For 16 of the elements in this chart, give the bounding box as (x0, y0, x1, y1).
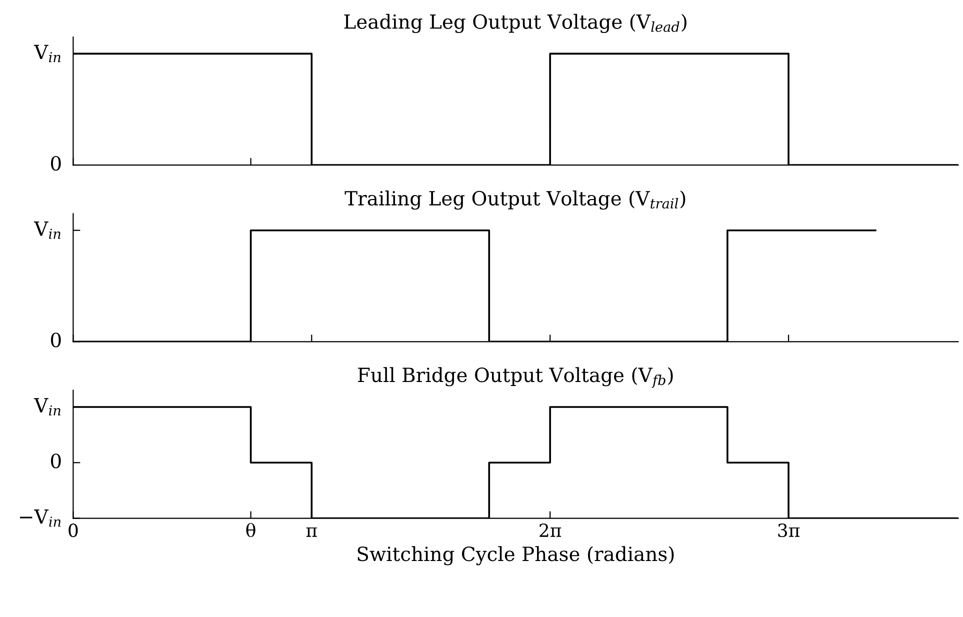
text: −V$_{in}$ (20, 509, 61, 527)
x-tick-label: 0 (68, 523, 78, 538)
x-tick-label: 3π (778, 523, 800, 538)
x-tick-label: 2π (540, 523, 562, 537)
x-tick-label: θ (246, 522, 256, 538)
x-axis-title: Switching Cycle Phase (radians) (358, 546, 674, 566)
chart-title: Full Bridge Output Voltage (V$_{fb}$) (358, 367, 673, 388)
x-tick-label: π (306, 527, 317, 537)
text: V$_{in}$ (34, 222, 60, 239)
text: V$_{in}$ (34, 398, 60, 416)
text: 0 (50, 332, 61, 348)
text: 0 (50, 454, 61, 468)
text: V$_{in}$ (34, 44, 60, 62)
text: 0 (50, 156, 61, 171)
chart-title: Leading Leg Output Voltage (V$_{lead}$) (344, 14, 686, 34)
chart-title: Trailing Leg Output Voltage (V$_{trail}$) (344, 190, 686, 210)
